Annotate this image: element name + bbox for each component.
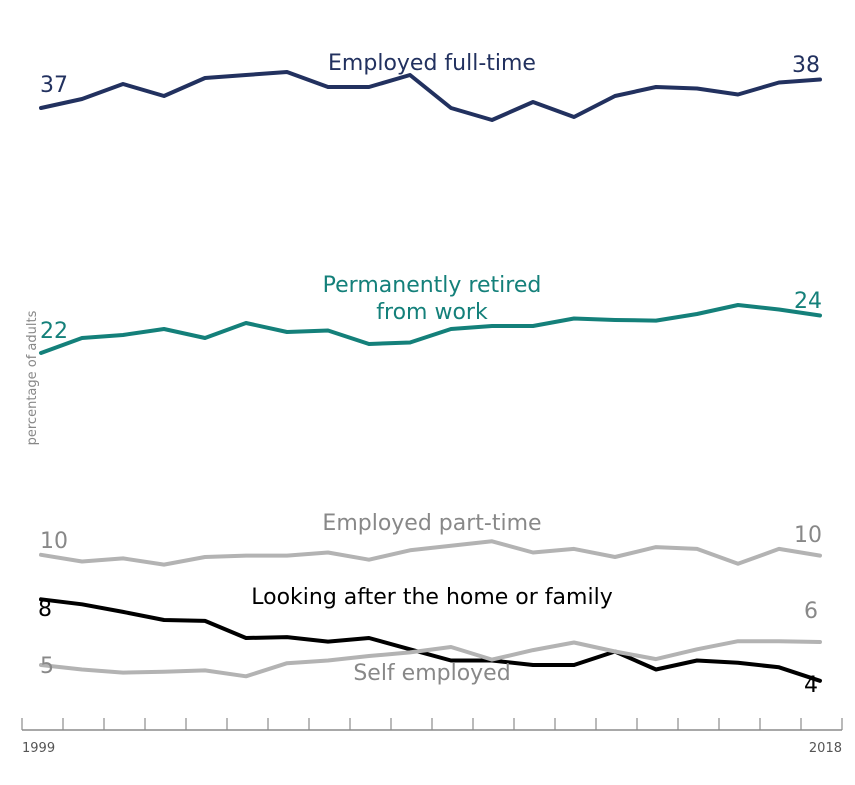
x-tick-label-start: 1999: [22, 741, 55, 756]
series-line-self-employed: [39, 639, 822, 679]
start-value-label-employed-part-time: 10: [40, 529, 68, 554]
series-label-self-employed: Self employed: [353, 661, 510, 686]
x-tick-label-end: 2018: [809, 741, 842, 756]
series-label-employed-part-time: Employed part-time: [322, 511, 541, 536]
end-value-label-self-employed: 6: [804, 599, 818, 624]
x-axis: 1999 2018: [21, 718, 843, 756]
series-label-looking-after-the-home-or-family: Looking after the home or family: [251, 585, 612, 610]
series-line-looking-after-the-home-or-family: [39, 597, 822, 683]
end-value-label-permanently-retired-from-work: 24: [794, 289, 822, 314]
label-layer: Employed full-time 37 38 Permanently retire…: [38, 51, 822, 698]
x-axis-ticks: [21, 718, 843, 730]
series-line-permanently-retired-from-work: [39, 303, 822, 355]
series-line-employed-full-time: [39, 70, 822, 122]
start-value-label-permanently-retired-from-work: 22: [40, 319, 68, 344]
series-layer: [39, 70, 822, 683]
series-label-employed-full-time: Employed full-time: [328, 51, 536, 76]
y-axis-label: percentage of adults: [25, 310, 40, 445]
end-value-label-looking-after-the-home-or-family: 4: [804, 673, 818, 698]
series-label-permanently-retired-from-work: Permanently retired from work: [323, 273, 542, 325]
end-value-label-employed-part-time: 10: [794, 523, 822, 548]
start-value-label-looking-after-the-home-or-family: 8: [38, 597, 52, 622]
start-value-label-employed-full-time: 37: [40, 73, 68, 98]
end-value-label-employed-full-time: 38: [792, 53, 820, 78]
series-line-employed-part-time: [39, 539, 822, 567]
start-value-label-self-employed: 5: [40, 654, 54, 679]
